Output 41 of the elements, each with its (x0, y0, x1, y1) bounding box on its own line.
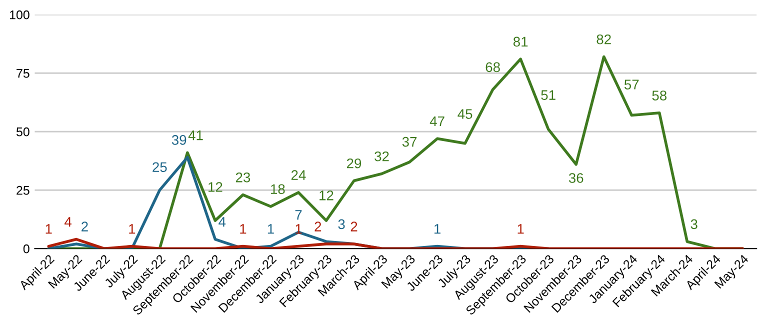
data-label: 23 (236, 172, 250, 182)
data-label: 2 (314, 222, 322, 232)
data-label: 12 (208, 182, 222, 192)
y-tick-label: 75 (16, 69, 30, 78)
data-label: 29 (346, 158, 362, 168)
data-label: 1 (296, 224, 302, 234)
y-tick-label: 0 (23, 244, 30, 254)
data-label: 37 (402, 136, 417, 147)
data-label: 47 (430, 116, 444, 126)
data-label: 3 (690, 219, 698, 230)
data-label: 32 (374, 151, 389, 162)
data-label: 1 (240, 224, 246, 234)
data-label: 24 (291, 170, 306, 180)
data-label: 12 (320, 190, 334, 200)
data-label: 1 (129, 224, 136, 234)
data-label: 39 (172, 135, 186, 145)
y-tick-label: 100 (10, 10, 30, 20)
data-label: 7 (295, 210, 302, 220)
line-series (47, 238, 744, 249)
data-label: 45 (458, 109, 472, 119)
data-label: 58 (652, 90, 667, 100)
data-label: 1 (268, 224, 274, 234)
data-label: 2 (350, 222, 358, 232)
data-label: 1 (46, 224, 52, 234)
data-label: 82 (596, 34, 611, 44)
data-label: 18 (271, 184, 285, 194)
data-label: 3 (338, 219, 345, 230)
data-label: 41 (188, 130, 203, 140)
y-tick-label: 25 (16, 186, 30, 195)
data-label: 57 (624, 80, 639, 90)
data-label: 68 (486, 62, 500, 72)
data-label: 1 (434, 224, 440, 234)
data-label: 51 (541, 90, 556, 100)
data-label: 4 (64, 217, 72, 227)
data-label: 2 (82, 222, 88, 232)
data-label: 36 (568, 173, 584, 183)
data-label: 25 (152, 162, 167, 172)
y-tick-label: 50 (16, 127, 30, 136)
data-label: 4 (218, 217, 226, 227)
data-label: 81 (513, 36, 528, 47)
data-label: 1 (518, 224, 524, 234)
